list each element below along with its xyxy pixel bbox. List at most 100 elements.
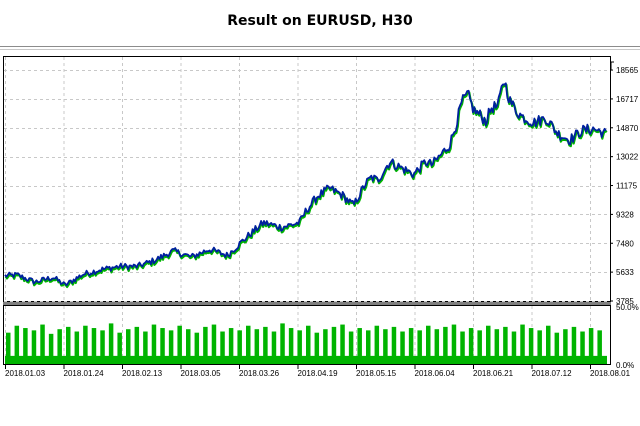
load-bar	[391, 326, 397, 364]
load-bar	[520, 324, 525, 364]
load-bar	[426, 325, 431, 364]
load-bar	[528, 328, 534, 364]
load-bar	[237, 330, 242, 364]
load-bar	[297, 330, 302, 364]
load-bar	[151, 324, 157, 364]
balance-line	[4, 82, 607, 287]
load-bar	[486, 325, 491, 364]
load-bar	[228, 328, 234, 364]
x-tick-label: 2018.03.26	[239, 369, 280, 378]
load-bar	[331, 326, 337, 364]
load-bar	[554, 332, 560, 364]
load-bar	[580, 331, 585, 364]
load-bar	[100, 330, 105, 364]
load-bar	[271, 331, 277, 364]
load-bar	[246, 325, 251, 364]
load-bar	[23, 328, 28, 364]
load-bar	[203, 326, 208, 364]
y-tick-label: 3785	[616, 297, 634, 306]
y-tick-label: 7480	[616, 239, 634, 248]
x-tick-label: 2018.05.15	[356, 369, 397, 378]
x-axis: 2018.01.03 2018.01.24 2018.02.13 2018.03.05…	[5, 365, 631, 378]
sub-y-axis: 50.0% 0.0%	[616, 303, 639, 370]
load-bar	[48, 333, 54, 364]
main-y-axis: 3785 5633 7480 9328 11175 13022 14870 16717 1856…	[610, 66, 639, 306]
load-bar	[477, 330, 482, 364]
y-tick-label: 5633	[616, 268, 634, 277]
y-tick-label: 13022	[616, 153, 639, 162]
x-tick-label: 2018.01.03	[5, 369, 46, 378]
sub-y-tick-label: 50.0%	[616, 303, 639, 312]
main-panel-frame	[3, 56, 611, 302]
load-bar	[254, 329, 260, 364]
y-tick-label: 14870	[616, 124, 639, 133]
x-tick-label: 2018.06.21	[473, 369, 514, 378]
x-tick-label: 2018.01.24	[64, 369, 105, 378]
load-bar	[563, 329, 568, 364]
load-bar	[348, 331, 354, 364]
load-bar	[417, 330, 422, 364]
load-bar	[117, 332, 122, 364]
load-bar	[306, 325, 311, 364]
load-bar	[468, 328, 474, 364]
load-bar	[220, 331, 225, 364]
x-tick-label: 2018.03.05	[181, 369, 222, 378]
load-bar	[546, 325, 551, 364]
load-bar	[134, 326, 140, 364]
load-bar	[280, 323, 285, 364]
load-bar	[571, 326, 577, 364]
panel-separator[interactable]	[3, 302, 611, 305]
load-bar	[511, 331, 517, 364]
load-bar	[126, 329, 131, 364]
load-bar	[366, 330, 371, 364]
load-bar	[83, 325, 88, 364]
load-bar	[57, 329, 62, 364]
load-bar	[357, 328, 362, 364]
load-bar	[108, 323, 114, 364]
load-bar	[177, 325, 182, 364]
load-bar	[494, 329, 500, 364]
load-bar	[408, 328, 414, 364]
corner-marker-icon	[610, 61, 614, 70]
sub-series	[5, 323, 607, 364]
load-bar	[14, 325, 20, 364]
load-bar	[597, 330, 602, 364]
load-bar	[434, 329, 440, 364]
load-bar	[383, 329, 388, 364]
y-tick-label: 11175	[616, 182, 638, 191]
load-bar	[323, 329, 328, 364]
y-tick-label: 16717	[616, 95, 639, 104]
load-bar	[460, 331, 465, 364]
main-series	[4, 82, 608, 289]
load-bar	[451, 324, 457, 364]
sub-y-tick-label: 0.0%	[616, 361, 634, 370]
x-tick-label: 2018.08.01	[590, 369, 631, 378]
load-bar	[503, 326, 508, 364]
load-bar	[211, 324, 217, 364]
load-bar	[6, 332, 11, 364]
load-bar	[340, 324, 345, 364]
load-bar	[374, 325, 380, 364]
load-bar	[160, 328, 165, 364]
load-bar	[288, 328, 294, 364]
load-bar	[588, 328, 594, 364]
load-bar	[443, 326, 448, 364]
x-tick-label: 2018.07.12	[532, 369, 573, 378]
load-bar	[40, 324, 45, 364]
chart-title: Result on EURUSD, H30	[227, 13, 413, 29]
load-bar	[143, 331, 148, 364]
x-tick-label: 2018.02.13	[122, 369, 163, 378]
load-bar	[74, 331, 80, 364]
load-bar	[263, 326, 268, 364]
load-bar	[194, 332, 200, 364]
y-tick-label: 18565	[616, 66, 639, 75]
x-tick-label: 2018.04.19	[298, 369, 339, 378]
load-bar	[91, 328, 97, 364]
load-bar	[400, 331, 405, 364]
load-bar	[186, 329, 191, 364]
load-bar	[66, 326, 71, 364]
load-bar	[314, 332, 320, 364]
y-tick-label: 9328	[616, 210, 634, 219]
load-bar	[168, 330, 174, 364]
